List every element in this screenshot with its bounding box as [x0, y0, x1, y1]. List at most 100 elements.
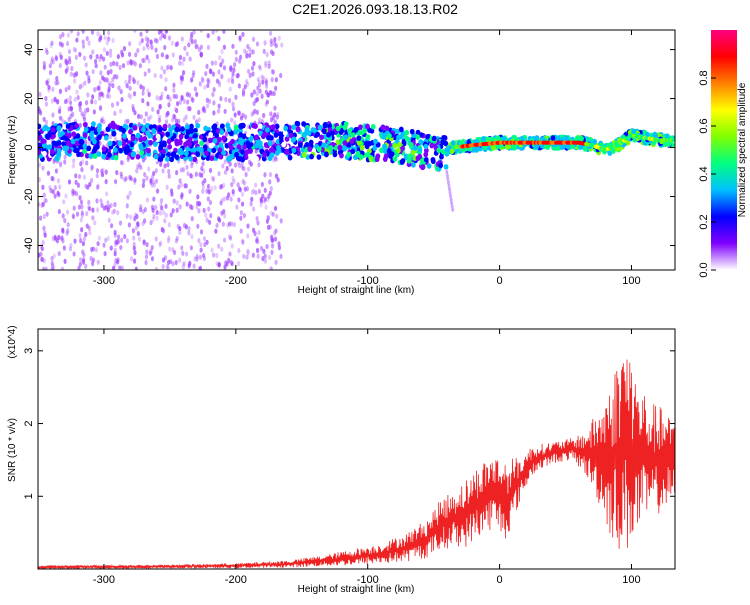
spectrogram-noise-cell [38, 91, 42, 97]
spectrogram-band-cell [245, 131, 251, 138]
spectrogram-noise-cell [172, 87, 176, 94]
spectrogram-noise-cell [272, 91, 276, 97]
spectrogram-noise-cell [113, 110, 117, 117]
spectrogram-noise-cell [152, 179, 156, 185]
spectrogram-noise-cell [64, 193, 68, 199]
spectrogram-band-cell [610, 148, 616, 154]
spectrogram-noise-cell [161, 168, 165, 174]
spectrogram-noise-cell [75, 211, 80, 217]
spectrogram-noise-cell [96, 259, 100, 265]
spectrogram-noise-cell [168, 96, 172, 103]
spectrogram-noise-cell [69, 106, 74, 112]
spectrogram-noise-cell [148, 250, 152, 256]
spectrogram-band-cell [268, 135, 274, 141]
spectrogram-noise-cell [95, 168, 100, 174]
spectrogram-noise-cell [252, 188, 256, 194]
spectrogram-noise-cell [143, 118, 147, 124]
spectrogram-band-cell [301, 121, 307, 127]
spectrogram-band-cell [111, 140, 117, 147]
spectrogram-band-cell [82, 148, 88, 155]
spectrogram-noise-cell [185, 201, 189, 207]
spectrogram-band-cell [343, 134, 349, 140]
spectrogram-noise-cell [220, 74, 224, 80]
spectrogram-band-cell [248, 135, 254, 141]
spectrogram-noise-cell [73, 238, 77, 244]
spectrogram-streak-cell [446, 176, 450, 181]
spectrogram-band-cell [365, 123, 370, 130]
spectrogram-noise-cell [152, 170, 156, 177]
spectrogram-noise-cell [220, 197, 224, 204]
spectrogram-noise-cell [279, 72, 283, 79]
spectrogram-noise-cell [210, 60, 214, 66]
spectrogram-noise-cell [262, 112, 266, 119]
snr-line [38, 359, 675, 569]
spectrogram-noise-cell [245, 78, 249, 85]
spectrogram-noise-cell [178, 229, 182, 236]
spectrogram-noise-cell [178, 225, 182, 232]
spectrogram-band-cell [269, 152, 275, 158]
spectrogram-noise-cell [127, 78, 131, 85]
spectrogram-band-cell [113, 154, 119, 161]
spectrogram-band-cell [412, 145, 418, 151]
spectrogram-noise-cell [103, 64, 107, 70]
spectrogram-noise-cell [233, 120, 237, 126]
spectrogram-noise-cell [201, 180, 205, 186]
spectrogram-band-cell [82, 121, 88, 128]
spectrogram-noise-cell [96, 31, 100, 37]
spectrogram-noise-cell [99, 198, 103, 204]
spectrogram-noise-cell [221, 163, 225, 169]
spectrogram-noise-cell [246, 223, 250, 229]
spectrogram-noise-cell [171, 117, 175, 123]
spectrogram-noise-cell [266, 214, 270, 221]
spectrogram-band-cell [86, 145, 92, 152]
spectrogram-noise-cell [222, 196, 226, 202]
spectrogram-noise-cell [239, 210, 243, 216]
spectrogram-noise-cell [260, 93, 264, 99]
spectrogram-noise-cell [274, 259, 278, 265]
spectrogram-noise-cell [261, 256, 265, 262]
spectrogram-noise-cell [269, 41, 273, 48]
spectrogram-noise-cell [155, 188, 160, 194]
spectrogram-noise-cell [58, 63, 62, 69]
spectrogram-noise-cell [113, 262, 117, 268]
spectrogram-noise-cell [221, 58, 225, 64]
spectrogram-band-cell [346, 142, 352, 148]
spectrogram-noise-cell [169, 212, 173, 218]
spectrogram-noise-cell [158, 242, 162, 248]
spectrogram-noise-cell [242, 166, 246, 172]
spectrogram-noise-cell [52, 59, 56, 65]
spectrogram-band-cell [70, 138, 76, 145]
spectrogram-noise-cell [217, 108, 221, 114]
spectrogram-noise-cell [267, 193, 271, 199]
spectrogram-band-cell [54, 155, 60, 162]
spectrogram-noise-cell [208, 67, 212, 74]
spectrogram-noise-cell [78, 106, 82, 113]
spectrogram-noise-cell [159, 197, 164, 204]
spectrogram-noise-cell [159, 161, 163, 167]
spectrogram-noise-cell [92, 109, 96, 115]
spectrogram-band-cell [423, 156, 429, 163]
spectrogram-noise-cell [186, 170, 190, 177]
spectrogram-noise-cell [108, 52, 113, 58]
spectrogram-noise-cell [80, 212, 84, 218]
spectrogram-noise-cell [207, 189, 211, 195]
spectrogram-noise-cell [54, 54, 58, 60]
spectrogram-band-cell [410, 149, 416, 156]
spectrogram-noise-cell [164, 77, 168, 83]
spectrogram-band-cell [358, 124, 363, 130]
spectrogram-noise-cell [250, 196, 254, 202]
spectrogram-noise-cell [72, 205, 76, 211]
spectrogram-noise-cell [265, 99, 269, 105]
spectrogram-noise-cell [274, 43, 278, 49]
spectrogram-x-tick-label: -300 [93, 275, 115, 287]
spectrogram-noise-cell [72, 251, 76, 257]
spectrogram-noise-cell [258, 88, 262, 94]
spectrogram-noise-cell [165, 184, 169, 190]
spectrogram-noise-cell [80, 159, 85, 165]
spectrogram-noise-cell [205, 97, 209, 103]
spectrogram-noise-cell [199, 30, 203, 33]
spectrogram-noise-cell [109, 245, 113, 251]
spectrogram-noise-cell [195, 256, 199, 262]
spectrogram-noise-cell [201, 161, 205, 167]
